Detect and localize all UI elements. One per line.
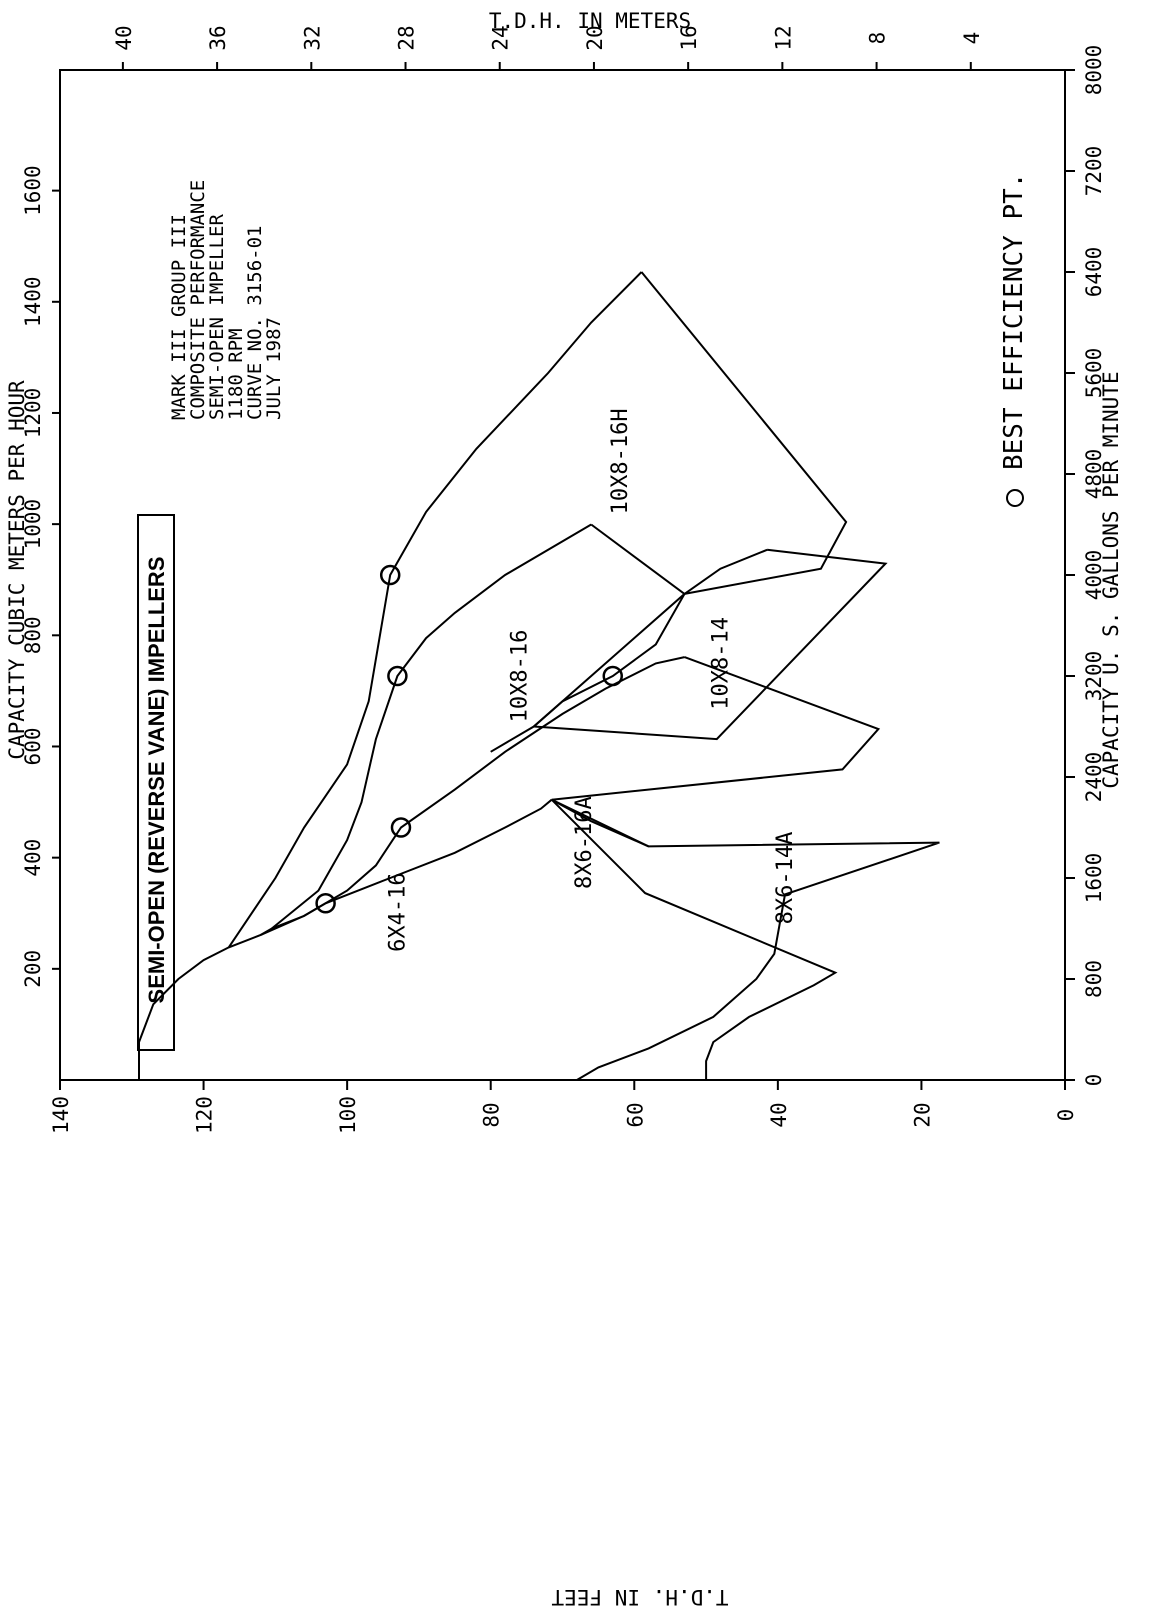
boundary-10X8-16H bbox=[640, 271, 848, 595]
tick-label-gpm: 4000 bbox=[1082, 550, 1106, 601]
tick-label-m3h: 600 bbox=[21, 728, 45, 766]
tick-label-meters: 36 bbox=[206, 25, 230, 50]
tick-label-meters: 40 bbox=[112, 25, 136, 50]
banner-box bbox=[137, 514, 175, 1051]
tick-label-gpm: 0 bbox=[1082, 1074, 1106, 1087]
note-line: 1180 RPM bbox=[225, 328, 247, 420]
tick-label-m3h: 400 bbox=[21, 839, 45, 877]
tick-label-gpm: 3200 bbox=[1082, 651, 1106, 702]
tick-label-gpm: 6400 bbox=[1082, 247, 1106, 298]
tick-label-feet: 140 bbox=[49, 1096, 73, 1134]
tick-label-meters: 28 bbox=[395, 25, 419, 50]
bep-marker-8X6-16A bbox=[390, 817, 412, 838]
tick-label-m3h: 1000 bbox=[21, 499, 45, 550]
axis-title-meters: T.D.H. IN METERS bbox=[489, 9, 691, 33]
curve-10X8-16 bbox=[271, 523, 592, 930]
tick-label-feet: 20 bbox=[910, 1102, 934, 1127]
note-line: CURVE NO. 3156-01 bbox=[244, 226, 266, 420]
note-line: SEMI-OPEN IMPELLER bbox=[206, 214, 228, 420]
tick-label-meters: 16 bbox=[677, 25, 701, 50]
tick-label-feet: 0 bbox=[1054, 1109, 1078, 1122]
tick-label-meters: 12 bbox=[771, 25, 795, 50]
note-line: MARK III GROUP III bbox=[168, 214, 190, 420]
tick-label-meters: 4 bbox=[960, 32, 984, 45]
bep-marker-10X8-16H bbox=[379, 564, 401, 586]
tick-label-gpm: 2400 bbox=[1082, 752, 1106, 803]
tick-label-gpm: 1600 bbox=[1082, 853, 1106, 904]
bep-marker-10X8-16 bbox=[387, 665, 408, 687]
axis-title-m3h: CAPACITY CUBIC METERS PER HOUR bbox=[5, 380, 29, 760]
tick-label-m3h: 200 bbox=[21, 950, 45, 988]
tick-label-meters: 8 bbox=[866, 32, 890, 45]
legend-bep-symbol bbox=[1006, 489, 1024, 507]
bep-marker-6X4-16 bbox=[315, 893, 336, 914]
region-label-10X8-16H: 10X8-16H bbox=[608, 408, 633, 514]
tick-label-meters: 24 bbox=[489, 25, 513, 50]
bep-marker-10X8-14 bbox=[602, 665, 623, 687]
tick-label-feet: 120 bbox=[193, 1096, 217, 1134]
note-line: COMPOSITE PERFORMANCE bbox=[187, 180, 209, 420]
tick-label-gpm: 5600 bbox=[1082, 348, 1106, 399]
tick-label-feet: 80 bbox=[480, 1102, 504, 1127]
region-label-8X6-16A: 8X6-16A bbox=[572, 796, 597, 889]
tick-label-m3h: 1400 bbox=[21, 277, 45, 328]
banner-title: SEMI-OPEN (REVERSE VANE) IMPELLERS bbox=[144, 557, 169, 1004]
chart-labels: T.D.H. IN FEET T.D.H. IN METERS CAPACITY U… bbox=[5, 9, 1123, 1609]
axis-title-gpm: CAPACITY U. S. GALLONS PER MINUTE bbox=[1099, 371, 1123, 788]
tick-label-feet: 40 bbox=[767, 1102, 791, 1127]
axis-title-feet: T.D.H. IN FEET bbox=[551, 1585, 728, 1609]
tick-label-gpm: 4800 bbox=[1082, 449, 1106, 500]
region-label-6X4-16: 6X4-16 bbox=[386, 872, 411, 951]
tick-label-m3h: 1600 bbox=[21, 165, 45, 216]
legend-label: BEST EFFICIENCY PT. bbox=[999, 173, 1029, 470]
best-efficiency-markers bbox=[315, 564, 623, 914]
note-line: JULY 1987 bbox=[263, 317, 285, 420]
boundary-8X6-16A bbox=[551, 656, 881, 801]
performance-curves bbox=[138, 271, 940, 1081]
boundary-6X4-16 bbox=[550, 798, 838, 1080]
tick-label-meters: 32 bbox=[300, 25, 324, 50]
region-label-10X8-16: 10X8-16 bbox=[508, 630, 533, 723]
axis-ticks: 0204060801001201404812162024283236400800… bbox=[21, 25, 1106, 1134]
tick-label-meters: 20 bbox=[583, 25, 607, 50]
tick-label-m3h: 800 bbox=[21, 616, 45, 654]
tick-label-gpm: 8000 bbox=[1082, 45, 1106, 96]
boundary-10X8-16 bbox=[490, 523, 687, 753]
tick-label-feet: 60 bbox=[623, 1102, 647, 1127]
region-label-8X6-14A: 8X6-14A bbox=[773, 832, 798, 925]
tick-label-feet: 100 bbox=[336, 1096, 360, 1134]
tick-label-gpm: 7200 bbox=[1082, 146, 1106, 197]
boundary-8X6-14A bbox=[551, 798, 940, 1081]
tick-label-gpm: 800 bbox=[1082, 960, 1106, 998]
tick-label-m3h: 1200 bbox=[21, 388, 45, 439]
curve-10X8-16H bbox=[227, 271, 643, 948]
region-label-10X8-14: 10X8-14 bbox=[709, 617, 734, 710]
curve-10X8-14 bbox=[533, 548, 768, 728]
